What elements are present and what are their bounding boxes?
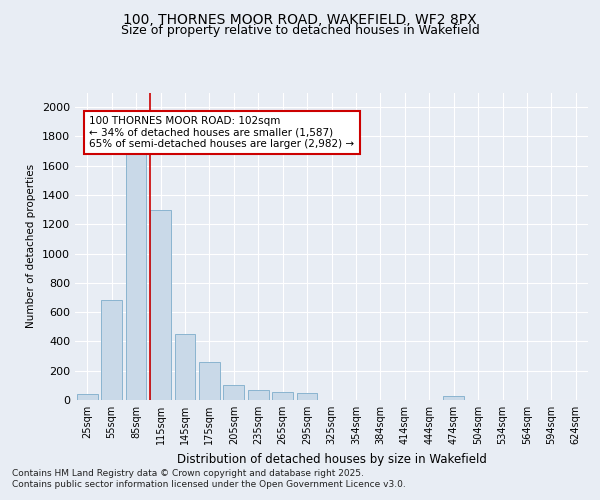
Bar (77, 394, 98, 400)
Text: Size of property relative to detached houses in Wakefield: Size of property relative to detached ho… (121, 24, 479, 37)
Text: 100 THORNES MOOR ROAD: 102sqm
← 34% of detached houses are smaller (1,587)
65% o: 100 THORNES MOOR ROAD: 102sqm ← 34% of d… (89, 116, 354, 149)
Bar (248, 390, 269, 400)
Text: Contains public sector information licensed under the Open Government Licence v3: Contains public sector information licen… (12, 480, 406, 489)
Bar (125, 148, 146, 400)
Text: 100, THORNES MOOR ROAD, WAKEFIELD, WF2 8PX: 100, THORNES MOOR ROAD, WAKEFIELD, WF2 8… (123, 12, 477, 26)
Y-axis label: Number of detached properties: Number of detached properties (26, 164, 37, 328)
X-axis label: Distribution of detached houses by size in Wakefield: Distribution of detached houses by size … (176, 452, 487, 466)
Text: Contains HM Land Registry data © Crown copyright and database right 2025.: Contains HM Land Registry data © Crown c… (12, 468, 364, 477)
Bar (101, 300, 122, 400)
Bar (443, 396, 464, 400)
Bar (199, 362, 220, 400)
Bar (296, 394, 317, 400)
Bar (150, 210, 171, 400)
Bar (223, 384, 244, 400)
Bar (272, 392, 293, 400)
Bar (175, 334, 196, 400)
